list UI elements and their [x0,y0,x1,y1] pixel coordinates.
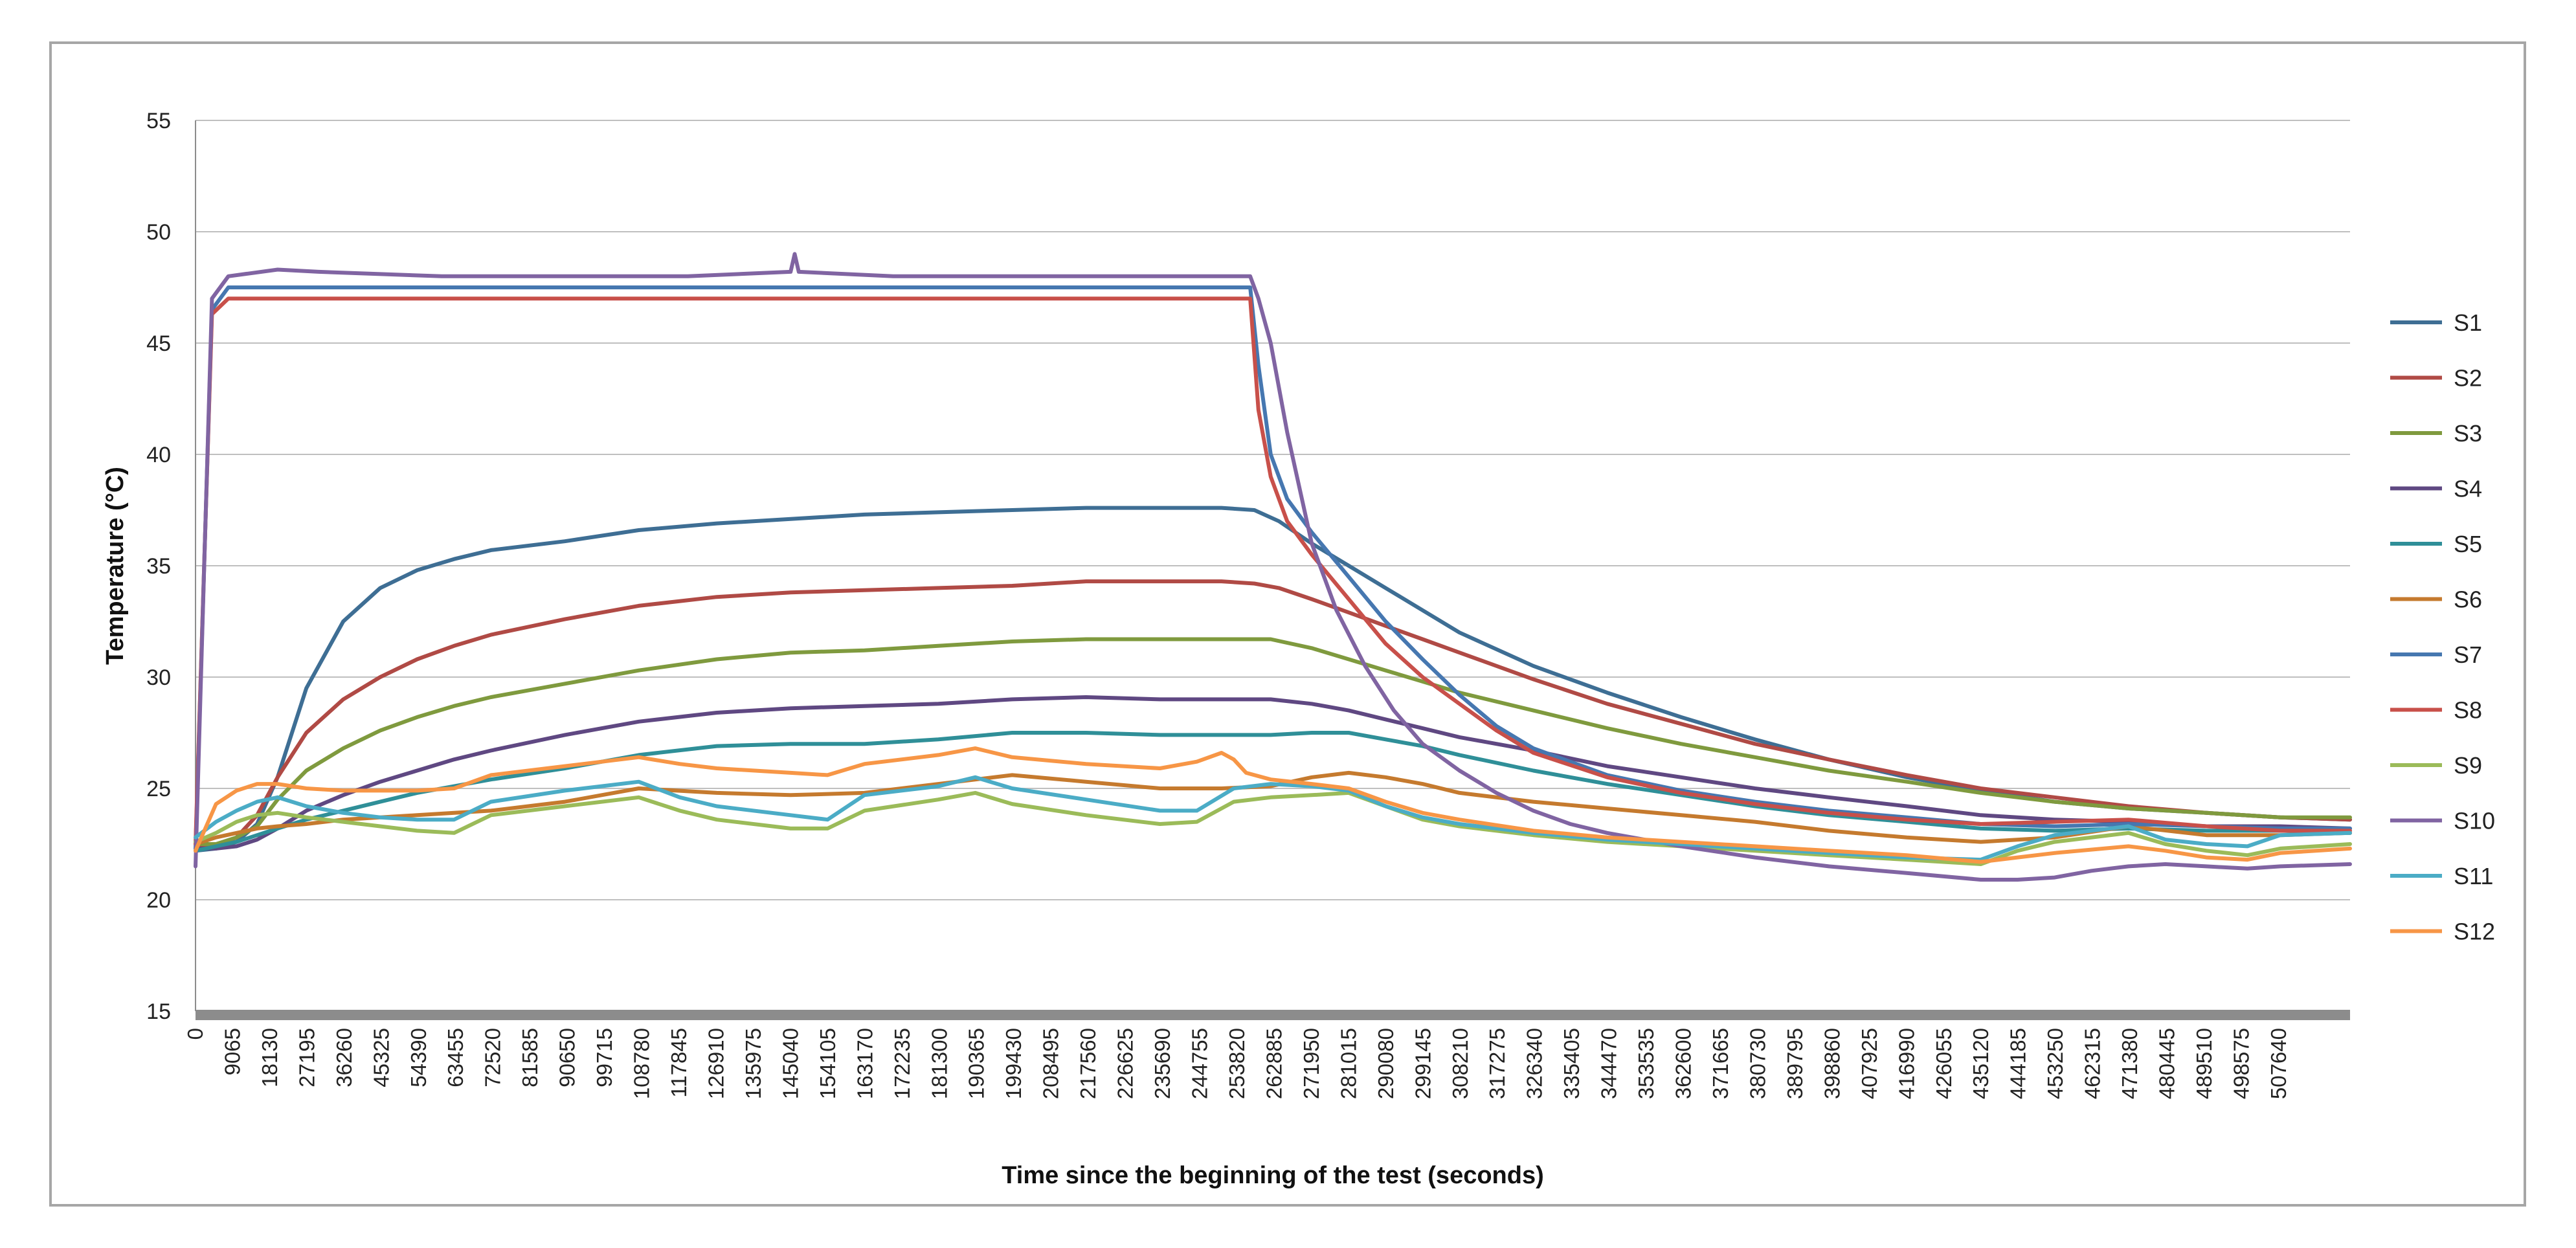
x-tick-label: 281015 [1336,1028,1360,1099]
x-tick-label: 117845 [667,1028,691,1098]
series-line-s12 [194,746,2352,864]
x-tick-label: 326340 [1523,1028,1547,1099]
x-tick-label: 453250 [2043,1028,2067,1099]
line-chart: 0 9065 18130 27195 36260 45325 54390 63455 72520… [102,109,2495,1189]
x-tick-label: 90650 [555,1028,579,1087]
x-tick-label: 507640 [2267,1028,2290,1099]
x-axis-band [196,1010,2350,1020]
x-tick-label: 126910 [704,1028,728,1099]
x-tick-label: 344470 [1597,1028,1621,1099]
legend-label-s4: S4 [2454,476,2482,502]
x-tick-label: 172235 [890,1028,914,1099]
x-tick-label: 63455 [443,1028,467,1087]
x-tick-label: 253820 [1225,1028,1249,1099]
axes [195,120,2350,1020]
y-tick-label: 30 [146,665,171,690]
legend-label-s8: S8 [2454,697,2482,724]
legend-label-s12: S12 [2454,919,2495,945]
x-tick-label: 190365 [965,1028,989,1099]
x-tick-label: 444185 [2006,1028,2030,1099]
y-tick-label: 15 [146,999,171,1024]
x-tick-label: 398860 [1820,1028,1844,1099]
x-tick-label: 217560 [1076,1028,1100,1099]
x-tick-label: 226625 [1114,1028,1137,1099]
x-tick-label: 45325 [369,1028,393,1087]
legend-label-s6: S6 [2454,586,2482,613]
x-tick-label: 81585 [518,1028,542,1087]
y-tick-label: 45 [146,331,171,356]
series-line-s2 [194,579,2352,851]
x-tick-label: 0 [183,1028,207,1040]
y-tick-label: 25 [146,777,171,801]
x-tick-label: 308210 [1448,1028,1472,1099]
x-tick-label: 244755 [1188,1028,1212,1099]
x-tick-label: 145040 [778,1028,802,1099]
x-tick-label: 489510 [2192,1028,2216,1099]
x-tick-label: 199430 [1002,1028,1025,1099]
legend-label-s11: S11 [2454,863,2493,889]
y-axis-title: Temperature (°C) [102,467,129,665]
y-tick-label: 35 [146,554,171,579]
chart-frame: 0 9065 18130 27195 36260 45325 54390 63455 72520… [49,41,2526,1207]
x-tick-label: 389795 [1783,1028,1807,1099]
series-lines [194,252,2352,882]
x-tick-labels: 0 9065 18130 27195 36260 45325 54390 63455 72520… [183,1028,2290,1099]
series-line-s7 [194,285,2352,851]
x-tick-label: 498575 [2229,1028,2253,1099]
x-tick-label: 154105 [816,1028,840,1099]
x-tick-label: 426055 [1932,1028,1956,1099]
y-tick-label: 55 [146,109,171,133]
series-line-s3 [194,637,2352,846]
y-tick-label: 20 [146,888,171,913]
legend-label-s9: S9 [2454,752,2482,779]
x-tick-label: 471380 [2118,1028,2142,1099]
x-tick-label: 208495 [1039,1028,1063,1099]
x-tick-label: 407925 [1857,1028,1881,1099]
legend-label-s3: S3 [2454,420,2482,447]
gridlines [196,120,2350,900]
x-tick-label: 9065 [220,1028,244,1075]
series-line-s6 [194,770,2352,846]
x-tick-label: 317275 [1485,1028,1509,1099]
x-tick-label: 290080 [1374,1028,1398,1099]
legend: S1 S2 S3 S4 S5 S6 S7 S8 S9 S10 S11 S12 [2390,309,2495,945]
x-tick-label: 99715 [592,1028,616,1087]
x-tick-label: 435120 [1969,1028,1993,1099]
x-tick-label: 262885 [1262,1028,1286,1099]
legend-label-s7: S7 [2454,641,2482,668]
x-tick-label: 108780 [630,1028,654,1099]
series-line-s8 [194,296,2352,846]
series-line-s10 [194,252,2352,882]
series-line-s11 [194,775,2352,862]
x-tick-label: 181300 [927,1028,951,1099]
x-tick-label: 235690 [1150,1028,1174,1099]
y-tick-labels: 15 20 25 30 35 40 45 50 55 [146,109,171,1024]
x-tick-label: 462315 [2081,1028,2105,1099]
y-tick-label: 40 [146,443,171,467]
x-tick-label: 271950 [1299,1028,1323,1099]
legend-label-s1: S1 [2454,309,2482,336]
x-tick-label: 299145 [1411,1028,1435,1099]
x-tick-label: 135975 [741,1028,765,1099]
x-tick-label: 416990 [1894,1028,1918,1099]
x-tick-label: 27195 [295,1028,319,1087]
legend-label-s10: S10 [2454,808,2495,834]
x-tick-label: 72520 [481,1028,505,1087]
x-tick-label: 36260 [332,1028,356,1087]
x-tick-label: 163170 [853,1028,877,1099]
x-tick-label: 362600 [1672,1028,1696,1099]
series-line-s9 [194,790,2352,866]
x-tick-label: 380730 [1745,1028,1769,1099]
legend-label-s2: S2 [2454,365,2482,392]
x-tick-label: 335405 [1560,1028,1584,1099]
x-tick-label: 371665 [1708,1028,1732,1099]
x-tick-label: 353535 [1634,1028,1658,1099]
x-axis-title: Time since the beginning of the test (se… [1002,1162,1544,1189]
y-tick-label: 50 [146,220,171,245]
legend-label-s5: S5 [2454,531,2482,557]
x-tick-label: 480445 [2155,1028,2179,1099]
x-tick-label: 54390 [407,1028,431,1087]
x-tick-label: 18130 [258,1028,282,1087]
series-line-s5 [194,731,2352,853]
